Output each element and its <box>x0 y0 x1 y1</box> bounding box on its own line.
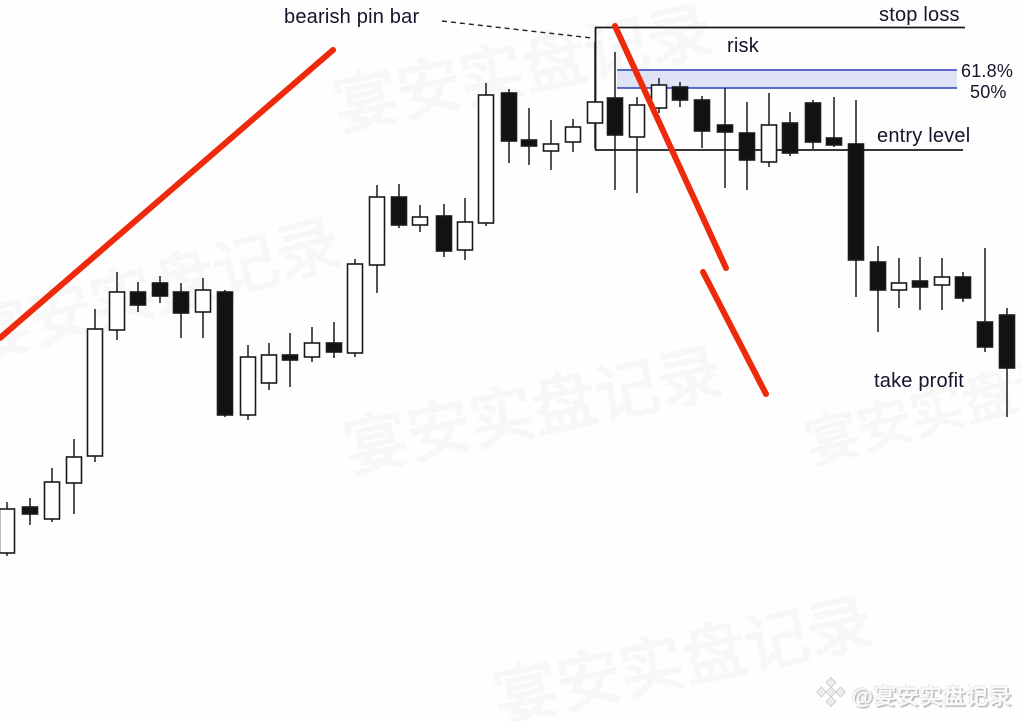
label-take-profit: take profit <box>874 370 965 392</box>
candle-body-bull <box>86 328 104 457</box>
candle-body-bull <box>108 291 126 331</box>
candle-body-bear <box>781 122 799 154</box>
downtrend-line-seg1 <box>612 23 729 271</box>
candle-body-bear <box>606 97 624 136</box>
candle-body-bull <box>760 124 778 163</box>
candle-body-bull <box>564 126 582 143</box>
diamond-logo-icon <box>815 676 846 712</box>
candle-body-bull <box>542 143 560 152</box>
candle-body-bear <box>954 276 972 299</box>
candle-body-bull <box>628 104 646 138</box>
candle-body-bear <box>172 291 190 314</box>
candle-body-bear <box>216 291 234 416</box>
candle-body-bear <box>281 354 299 361</box>
label-fib-618: 61.8% <box>961 61 1014 81</box>
candle-body-bull <box>586 101 604 124</box>
candle-body-bear <box>976 321 994 348</box>
candle-body-bear <box>435 215 453 252</box>
candle-body-bull <box>65 456 83 484</box>
candle-body-bull <box>260 354 278 384</box>
downtrend-line-seg2 <box>700 269 769 397</box>
candle-body-bear <box>847 143 865 261</box>
candle-body-bull <box>239 356 257 416</box>
candle-body-bear <box>500 92 518 142</box>
candle-body-bear <box>671 86 689 101</box>
candle-body-bear <box>911 280 929 288</box>
uptrend-line <box>0 47 336 341</box>
candle-body-bull <box>43 481 61 520</box>
candle-body-bull <box>194 289 212 313</box>
candle-body-bear <box>693 99 711 132</box>
candle-body-bull <box>0 508 16 554</box>
candle-body-bull <box>411 216 429 226</box>
candle-body-bull <box>890 282 908 291</box>
candle-body-bear <box>390 196 408 226</box>
candle-body-bull <box>477 94 495 224</box>
label-stop-loss: stop loss <box>879 4 960 26</box>
candle-body-bear <box>129 291 147 306</box>
candle-body-bull <box>368 196 386 266</box>
candle-body-bear <box>520 139 538 147</box>
watermark: @宴安实盘记录 <box>815 676 1012 712</box>
candle-body-bear <box>825 137 843 146</box>
label-fib-50: 50% <box>970 82 1007 102</box>
candle-body-bear <box>151 282 169 297</box>
candle-body-bear <box>21 506 39 515</box>
candle-body-bear <box>804 102 822 143</box>
pin-bar-callout-line <box>441 20 593 39</box>
candle-body-bear <box>869 261 887 291</box>
candle-body-bull <box>456 221 474 251</box>
candle-body-bear <box>325 342 343 353</box>
candle-body-bull <box>346 263 364 354</box>
candle-body-bear <box>738 132 756 161</box>
watermark-handle: @宴安实盘记录 <box>851 683 1012 709</box>
candle-body-bull <box>650 84 668 109</box>
label-risk: risk <box>727 35 759 57</box>
candle-body-bull <box>933 276 951 286</box>
label-entry-level: entry level <box>877 125 971 147</box>
candle-body-bear <box>998 314 1016 369</box>
candle-body-bear <box>716 124 734 133</box>
candle-body-bull <box>303 342 321 358</box>
fib-band <box>617 70 957 88</box>
label-bearish-pin-bar: bearish pin bar <box>284 6 420 28</box>
